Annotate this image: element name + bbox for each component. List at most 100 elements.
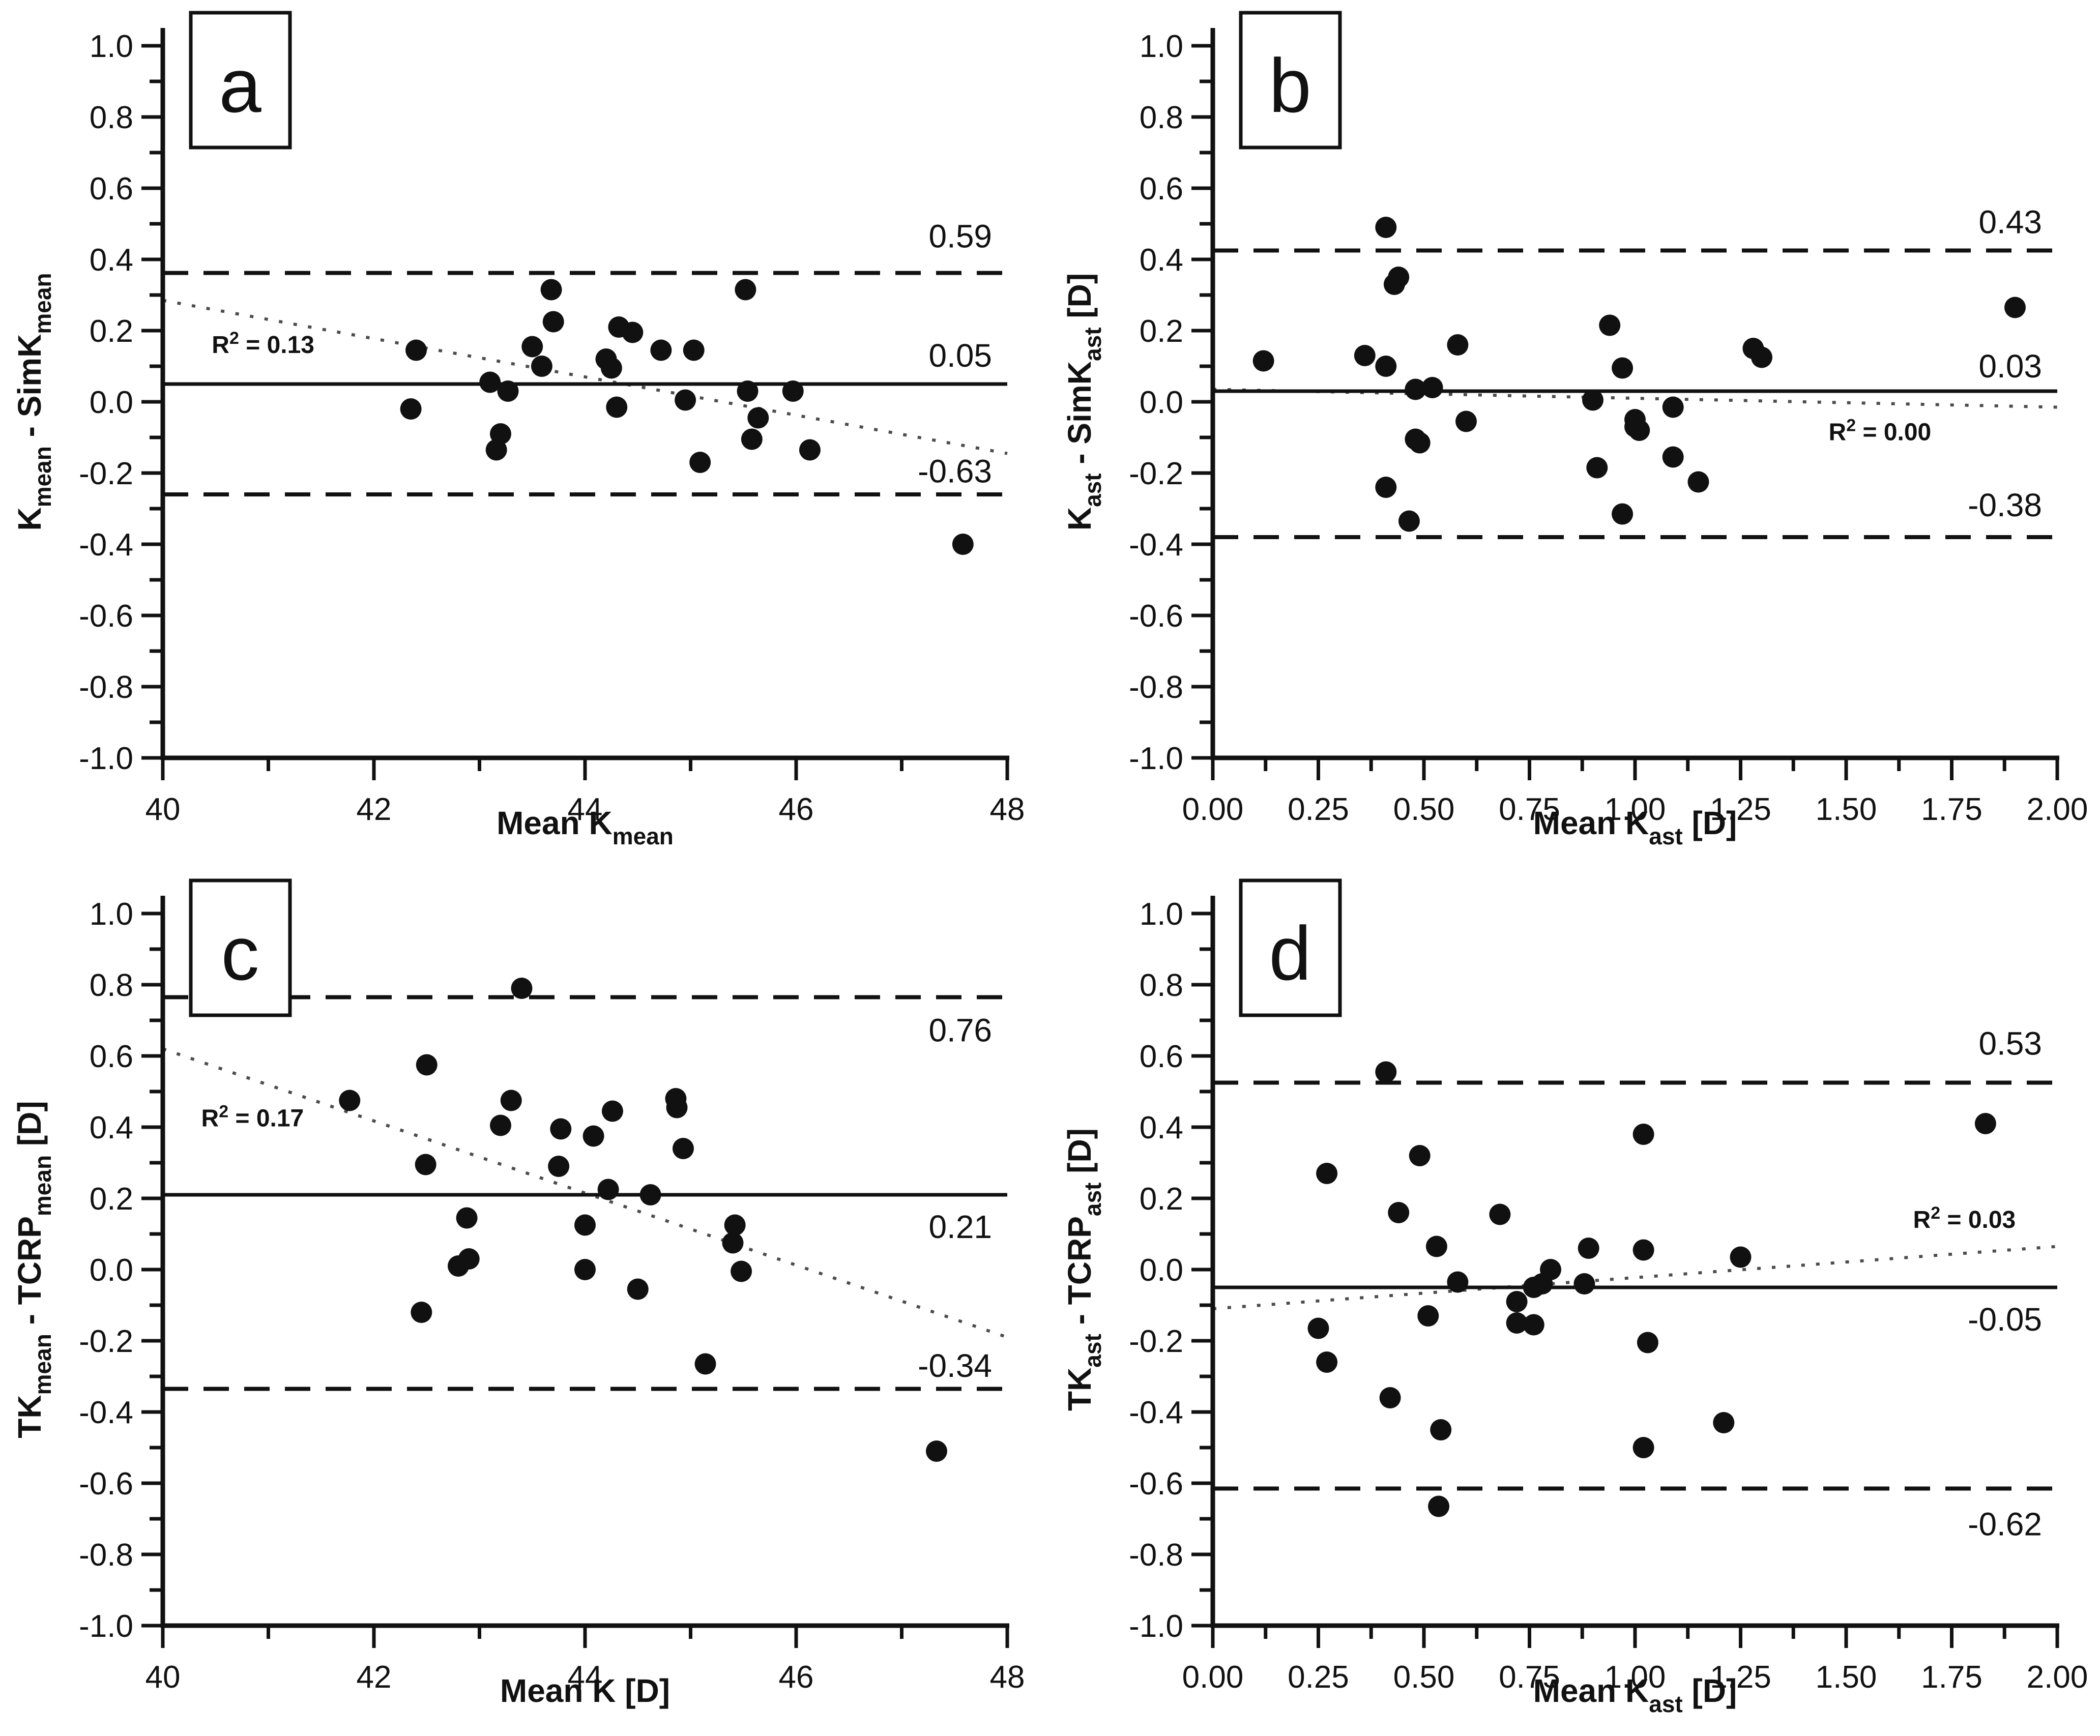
panel-letter: d xyxy=(1269,910,1311,996)
data-point xyxy=(650,339,672,361)
x-tick-label: 0.50 xyxy=(1393,792,1455,827)
data-point xyxy=(2004,297,2026,318)
data-point xyxy=(1713,1412,1735,1433)
data-point xyxy=(415,1154,436,1175)
x-tick-label: 0.75 xyxy=(1499,792,1560,827)
y-tick-label: -0.4 xyxy=(79,1395,133,1430)
data-point xyxy=(1316,1351,1338,1373)
data-point xyxy=(1489,1203,1511,1225)
x-tick-label: 0.25 xyxy=(1288,1660,1349,1695)
panel-b-chart: 1.0 0.8 0.6 0.4 0.2 0.0 -0.2 -0.4 -0.6 -0.8 -1.0 0.… xyxy=(1061,11,2088,849)
data-point xyxy=(490,423,511,445)
data-point xyxy=(1632,1437,1654,1458)
y-tick-label: -0.6 xyxy=(79,1466,133,1502)
data-point xyxy=(1409,1145,1431,1166)
data-point xyxy=(448,1255,469,1277)
data-point xyxy=(672,1138,694,1159)
lower-loa-label: -0.63 xyxy=(918,453,992,490)
data-point xyxy=(1578,1238,1599,1259)
x-tick-label: 44 xyxy=(568,792,603,827)
data-point xyxy=(1375,1061,1397,1083)
data-point xyxy=(479,371,501,393)
x-tick-label: 42 xyxy=(357,1660,392,1695)
data-point xyxy=(1586,457,1608,479)
data-point xyxy=(666,1097,688,1119)
data-point xyxy=(724,1214,746,1236)
y-tick-label: 0.0 xyxy=(1140,1253,1183,1288)
y-tick-label: 1.0 xyxy=(90,897,133,932)
x-tick-label: 1.75 xyxy=(1921,1660,1982,1695)
data-point xyxy=(1687,471,1709,493)
data-point xyxy=(952,534,974,555)
trend-line xyxy=(162,1047,1008,1339)
data-point xyxy=(1447,334,1469,356)
data-point xyxy=(411,1302,432,1323)
data-point xyxy=(1375,477,1397,498)
panel-letter-box xyxy=(1239,878,1342,1017)
panel-d: 1.0 0.8 0.6 0.4 0.2 0.0 -0.2 -0.4 -0.6 -0.8 -1.0 0.… xyxy=(1050,868,2100,1735)
x-tick-label: 44 xyxy=(568,1660,603,1695)
data-point xyxy=(799,439,821,461)
data-point xyxy=(497,380,519,402)
data-point xyxy=(731,1260,752,1282)
panel-a-chart: 1.0 0.8 0.6 0.4 0.2 0.0 -0.2 -0.4 -0.6 -0.8 -1.0 40… xyxy=(11,11,1025,849)
panel-d-chart: 1.0 0.8 0.6 0.4 0.2 0.0 -0.2 -0.4 -0.6 -0.8 -1.0 0.… xyxy=(1061,878,2088,1717)
data-point xyxy=(1632,1124,1654,1145)
y-tick-label: 0.6 xyxy=(1140,1039,1183,1074)
y-tick-label: -0.2 xyxy=(79,456,133,491)
data-point xyxy=(511,978,533,999)
lower-loa-label: -0.62 xyxy=(1968,1506,2042,1543)
mean-line-label: -0.05 xyxy=(1968,1301,2042,1338)
data-point xyxy=(600,357,622,379)
data-point xyxy=(1455,410,1477,432)
data-point xyxy=(1425,1235,1447,1257)
data-point xyxy=(550,1118,572,1140)
upper-loa-label: 0.53 xyxy=(1978,1025,2042,1062)
data-point xyxy=(1375,356,1397,377)
upper-loa-label: 0.59 xyxy=(928,218,992,255)
y-tick-label: 0.8 xyxy=(1140,100,1183,135)
data-point xyxy=(1430,1419,1452,1440)
y-tick-label: 0.8 xyxy=(90,100,133,135)
data-point xyxy=(456,1207,478,1229)
lower-loa-label: -0.34 xyxy=(918,1347,992,1384)
lower-loa-label: -0.38 xyxy=(1968,487,2042,523)
y-axis-title: Kast - SimKast [D] xyxy=(1061,273,1106,531)
x-tick-label: 0.25 xyxy=(1288,792,1349,827)
data-point xyxy=(1662,396,1684,418)
upper-loa-label: 0.43 xyxy=(1978,204,2042,241)
x-tick-label: 0.00 xyxy=(1182,792,1244,827)
x-tick-label: 40 xyxy=(145,792,181,827)
data-point xyxy=(782,380,804,402)
data-point xyxy=(1974,1113,1996,1134)
data-point xyxy=(639,1184,661,1205)
y-tick-label: -1.0 xyxy=(1129,741,1183,776)
panel-letter-box xyxy=(1239,11,1342,150)
y-tick-label: 0.4 xyxy=(90,243,133,278)
y-tick-label: 1.0 xyxy=(90,29,133,64)
y-tick-label: 0.4 xyxy=(90,1110,133,1145)
y-tick-label: 0.8 xyxy=(1140,968,1183,1003)
y-tick-label: -1.0 xyxy=(79,1609,133,1644)
x-tick-label: 1.00 xyxy=(1605,1660,1666,1695)
y-tick-label: -0.4 xyxy=(79,527,133,563)
data-point xyxy=(521,336,543,358)
data-point xyxy=(1307,1317,1329,1339)
y-tick-label: 0.2 xyxy=(90,1182,133,1217)
panel-c: 1.0 0.8 0.6 0.4 0.2 0.0 -0.2 -0.4 -0.6 -0.8 -1.0 40… xyxy=(0,868,1050,1735)
y-tick-label: 0.4 xyxy=(1140,1110,1183,1145)
x-axis-title: Mean Kmean xyxy=(497,805,674,849)
data-point xyxy=(1398,510,1420,532)
x-tick-label: 0.50 xyxy=(1393,1660,1455,1695)
y-tick-label: -1.0 xyxy=(1129,1609,1183,1644)
x-tick-label: 1.75 xyxy=(1921,792,1982,827)
panel-letter-box xyxy=(189,878,292,1017)
y-tick-label: 0.4 xyxy=(1140,243,1183,278)
y-tick-label: -0.2 xyxy=(79,1324,133,1359)
y-axis-title: Kmean - SimKmean xyxy=(11,273,56,531)
y-tick-label: 0.0 xyxy=(90,1253,133,1288)
data-point xyxy=(542,311,564,333)
data-point xyxy=(1405,378,1426,400)
mean-line-label: 0.21 xyxy=(928,1209,992,1245)
data-point xyxy=(490,1114,511,1136)
